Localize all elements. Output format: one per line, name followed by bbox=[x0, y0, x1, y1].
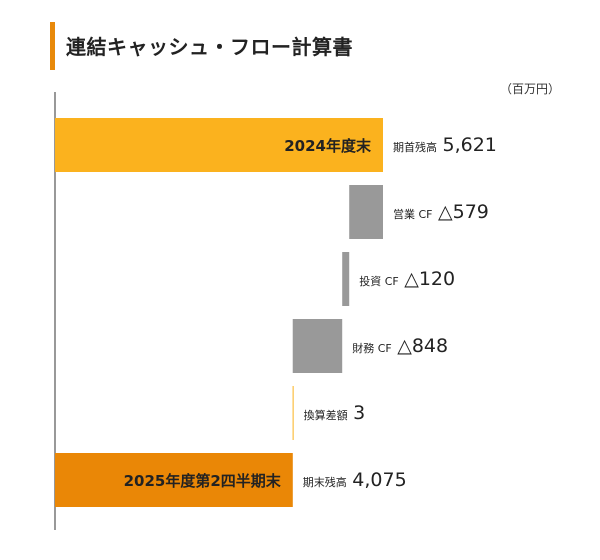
bar-5 bbox=[55, 453, 293, 507]
item-label-1: 営業 CF bbox=[393, 207, 436, 221]
item-label-0: 期首残高 bbox=[393, 140, 441, 154]
data-label-0: 期首残高 5,621 bbox=[393, 134, 497, 156]
bar-4 bbox=[292, 386, 294, 440]
unit-label: （百万円） bbox=[500, 82, 561, 96]
item-label-5: 期末残高 bbox=[303, 475, 351, 489]
item-value-4: 3 bbox=[353, 402, 365, 424]
item-value-0: 5,621 bbox=[443, 134, 497, 156]
bar-0 bbox=[55, 118, 383, 172]
bar-3 bbox=[292, 319, 343, 373]
bar-2 bbox=[342, 252, 350, 306]
chart-title: 連結キャッシュ・フロー計算書 bbox=[66, 35, 353, 59]
data-label-3: 財務 CF △848 bbox=[352, 335, 448, 357]
data-label-5: 期末残高 4,075 bbox=[303, 469, 407, 491]
item-label-4: 換算差額 bbox=[304, 408, 352, 422]
item-value-1: △579 bbox=[438, 201, 489, 223]
data-label-4: 換算差額 3 bbox=[304, 402, 366, 424]
bar-1 bbox=[349, 185, 383, 239]
data-label-2: 投資 CF △120 bbox=[359, 268, 455, 290]
item-value-2: △120 bbox=[404, 268, 455, 290]
item-label-2: 投資 CF bbox=[359, 274, 402, 288]
bar-inner-label-5: 2025年度第2四半期末 bbox=[124, 472, 282, 490]
bar-inner-label-0: 2024年度末 bbox=[284, 137, 372, 155]
item-value-5: 4,075 bbox=[352, 469, 406, 491]
item-value-3: △848 bbox=[397, 335, 448, 357]
title-accent-bar bbox=[50, 22, 55, 70]
data-label-1: 営業 CF △579 bbox=[393, 201, 489, 223]
item-label-3: 財務 CF bbox=[352, 341, 395, 355]
